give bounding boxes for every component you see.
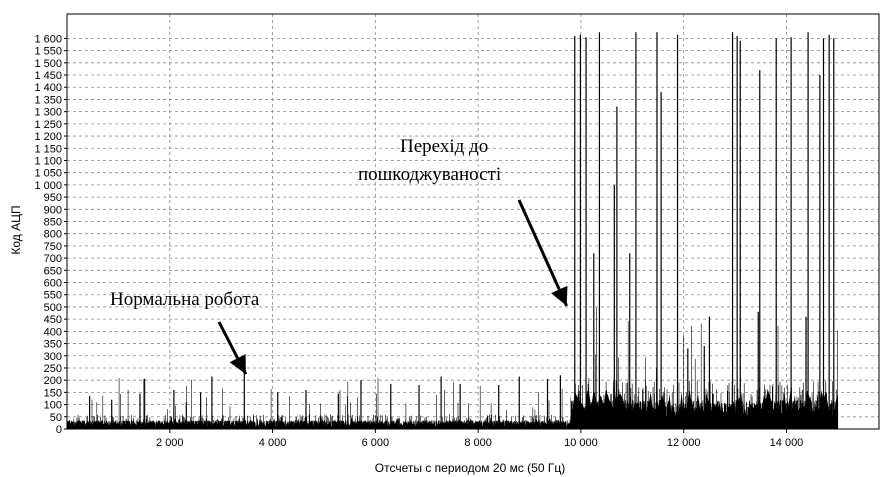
y-tick-label: 350 [44, 339, 62, 351]
y-tick-label: 1 450 [34, 70, 62, 82]
annotation-transition-line1: Перехід до [400, 136, 488, 157]
y-tick-label: 150 [44, 387, 62, 399]
y-tick-label: 600 [44, 278, 62, 290]
x-tick-label: 2 000 [156, 437, 184, 449]
y-tick-label: 1 000 [34, 180, 62, 192]
grid [67, 14, 879, 429]
y-tick-label: 1 250 [34, 119, 62, 131]
x-axis-title: Отсчеты с периодом 20 мс (50 Гц) [375, 461, 565, 475]
y-tick-label: 1 150 [34, 143, 62, 155]
y-tick-label: 950 [44, 192, 62, 204]
y-tick-label: 1 550 [34, 46, 62, 58]
annotation-normal: Нормальна робота [110, 289, 260, 310]
x-tick-label: 4 000 [259, 437, 287, 449]
y-tick-label: 1 050 [34, 168, 62, 180]
series-damaged-band [570, 390, 838, 429]
arrow-normal [217, 321, 248, 375]
y-tick-label: 500 [44, 302, 62, 314]
y-tick-label: 1 500 [34, 58, 62, 70]
x-tick-label: 14 000 [770, 437, 804, 449]
annotations: Нормальна робота Перехід до пошкоджувано… [110, 136, 569, 375]
y-tick-label: 1 400 [34, 82, 62, 94]
y-tick-label: 400 [44, 326, 62, 338]
y-tick-label: 850 [44, 217, 62, 229]
y-tick-label: 800 [44, 229, 62, 241]
x-tick-label: 10 000 [564, 437, 598, 449]
y-tick-label: 750 [44, 241, 62, 253]
series [66, 32, 839, 429]
y-axis-title: Код АЦП [9, 205, 23, 254]
y-tick-label: 900 [44, 204, 62, 216]
y-tick-label: 250 [44, 363, 62, 375]
x-axis: 2 000 4 000 6 000 8 000 10 000 12 000 14 000 [156, 429, 803, 449]
y-tick-label: 1 600 [34, 33, 62, 45]
annotation-transition-line2: пошкоджуваності [358, 164, 501, 185]
y-tick-label: 100 [44, 400, 62, 412]
y-tick-label: 450 [44, 314, 62, 326]
y-tick-label: 650 [44, 265, 62, 277]
y-tick-label: 1 350 [34, 94, 62, 106]
y-tick-label: 1 200 [34, 131, 62, 143]
y-tick-label: 1 100 [34, 155, 62, 167]
y-tick-label: 1 300 [34, 107, 62, 119]
y-tick-label: 200 [44, 375, 62, 387]
y-tick-label: 550 [44, 290, 62, 302]
y-tick-label: 0 [56, 424, 62, 436]
x-tick-label: 12 000 [667, 437, 701, 449]
y-axis: 0501001502002503003504004505005506006507… [34, 33, 67, 436]
x-tick-label: 6 000 [362, 437, 390, 449]
y-tick-label: 700 [44, 253, 62, 265]
y-tick-label: 50 [50, 412, 62, 424]
arrow-transition [517, 199, 569, 307]
x-tick-label: 8 000 [464, 437, 492, 449]
y-tick-label: 300 [44, 351, 62, 363]
